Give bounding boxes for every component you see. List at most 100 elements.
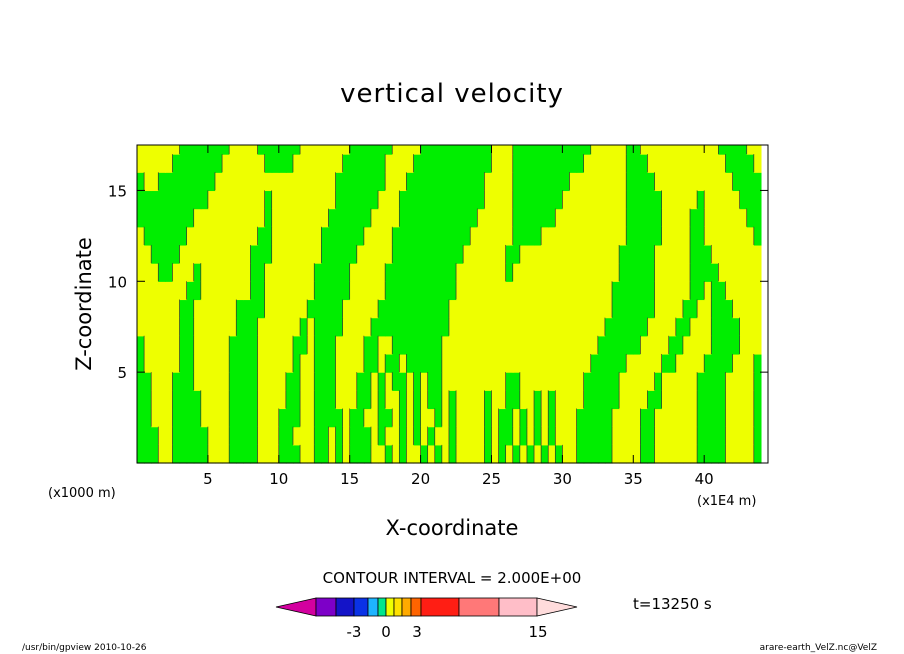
field-cell: [193, 244, 202, 264]
field-cell: [654, 226, 663, 246]
field-cell: [349, 444, 358, 464]
field-cell: [200, 390, 209, 410]
field-cell: [675, 281, 684, 301]
field-cell: [597, 372, 606, 391]
field-cell: [292, 263, 301, 282]
field-cell: [746, 299, 755, 319]
field-cell: [271, 263, 280, 282]
field-cell: [541, 145, 549, 155]
field-cell: [661, 208, 670, 228]
field-cell: [697, 317, 705, 337]
field-cell: [392, 208, 400, 228]
field-cell: [612, 353, 620, 373]
field-cell: [420, 408, 429, 428]
field-cell: [569, 190, 578, 210]
field-cell: [746, 145, 755, 155]
field-cell: [243, 444, 252, 464]
field-cell: [214, 390, 223, 410]
field-cell: [243, 226, 252, 246]
field-cell: [690, 226, 698, 246]
field-cell: [597, 408, 606, 428]
field-cell: [470, 426, 478, 446]
field-cell: [385, 408, 393, 428]
field-cell: [264, 145, 273, 155]
field-cell: [186, 190, 195, 210]
field-cell: [420, 263, 429, 282]
field-cell: [505, 145, 514, 155]
field-cell: [626, 335, 634, 355]
field-cell: [392, 444, 400, 464]
field-cell: [718, 172, 727, 192]
x-tick-label: 35: [624, 470, 643, 488]
field-cell: [335, 372, 344, 391]
field-cell: [392, 372, 400, 391]
field-cell: [264, 372, 273, 391]
field-cell: [243, 145, 252, 155]
field-cell: [619, 263, 627, 282]
field-cell: [498, 426, 507, 446]
field-cell: [342, 154, 351, 173]
field-cell: [335, 154, 344, 173]
field-cell: [463, 408, 471, 428]
field-cell: [725, 353, 734, 373]
field-cell: [427, 226, 436, 246]
field-cell: [512, 172, 521, 192]
field-cell: [406, 372, 415, 391]
field-cell: [456, 263, 464, 282]
field-cell: [179, 299, 188, 319]
field-cell: [349, 190, 358, 210]
field-cell: [725, 444, 734, 464]
field-cell: [385, 226, 393, 246]
field-cell: [704, 208, 712, 228]
field-cell: [158, 263, 166, 282]
field-cell: [392, 145, 400, 155]
field-cell: [555, 145, 563, 155]
field-cell: [257, 281, 266, 301]
field-cell: [349, 299, 358, 319]
field-cell: [654, 281, 663, 301]
field-cell: [697, 145, 705, 155]
field-cell: [456, 145, 464, 155]
field-cell: [385, 263, 393, 282]
field-cell: [562, 263, 571, 282]
field-cell: [413, 172, 422, 192]
field-cell: [569, 426, 578, 446]
field-cell: [512, 154, 521, 173]
field-cell: [193, 317, 202, 337]
field-cell: [604, 408, 613, 428]
field-cell: [640, 226, 649, 246]
field-cell: [151, 444, 159, 464]
field-cell: [356, 335, 365, 355]
field-cell: [363, 335, 372, 355]
field-cell: [137, 244, 145, 264]
field-cell: [257, 335, 266, 355]
field-cell: [413, 226, 422, 246]
field-cell: [214, 426, 223, 446]
field-cell: [753, 190, 762, 210]
field-cell: [356, 244, 365, 264]
field-cell: [704, 190, 712, 210]
field-cell: [200, 372, 209, 391]
field-cell: [612, 172, 620, 192]
field-cell: [654, 408, 663, 428]
field-cell: [399, 335, 408, 355]
field-cell: [576, 263, 585, 282]
field-cell: [392, 317, 400, 337]
field-cell: [626, 244, 634, 264]
field-cell: [470, 263, 478, 282]
field-cell: [342, 281, 351, 301]
field-cell: [484, 172, 493, 192]
field-cell: [300, 190, 308, 210]
field-cell: [463, 444, 471, 464]
field-cell: [342, 208, 351, 228]
field-cell: [342, 444, 351, 464]
field-cell: [690, 154, 698, 173]
field-cell: [420, 335, 429, 355]
field-cell: [654, 390, 663, 410]
field-cell: [647, 281, 656, 301]
field-cell: [314, 154, 322, 173]
field-cell: [597, 154, 606, 173]
field-cell: [363, 317, 372, 337]
field-cell: [321, 172, 330, 192]
field-cell: [619, 145, 627, 155]
